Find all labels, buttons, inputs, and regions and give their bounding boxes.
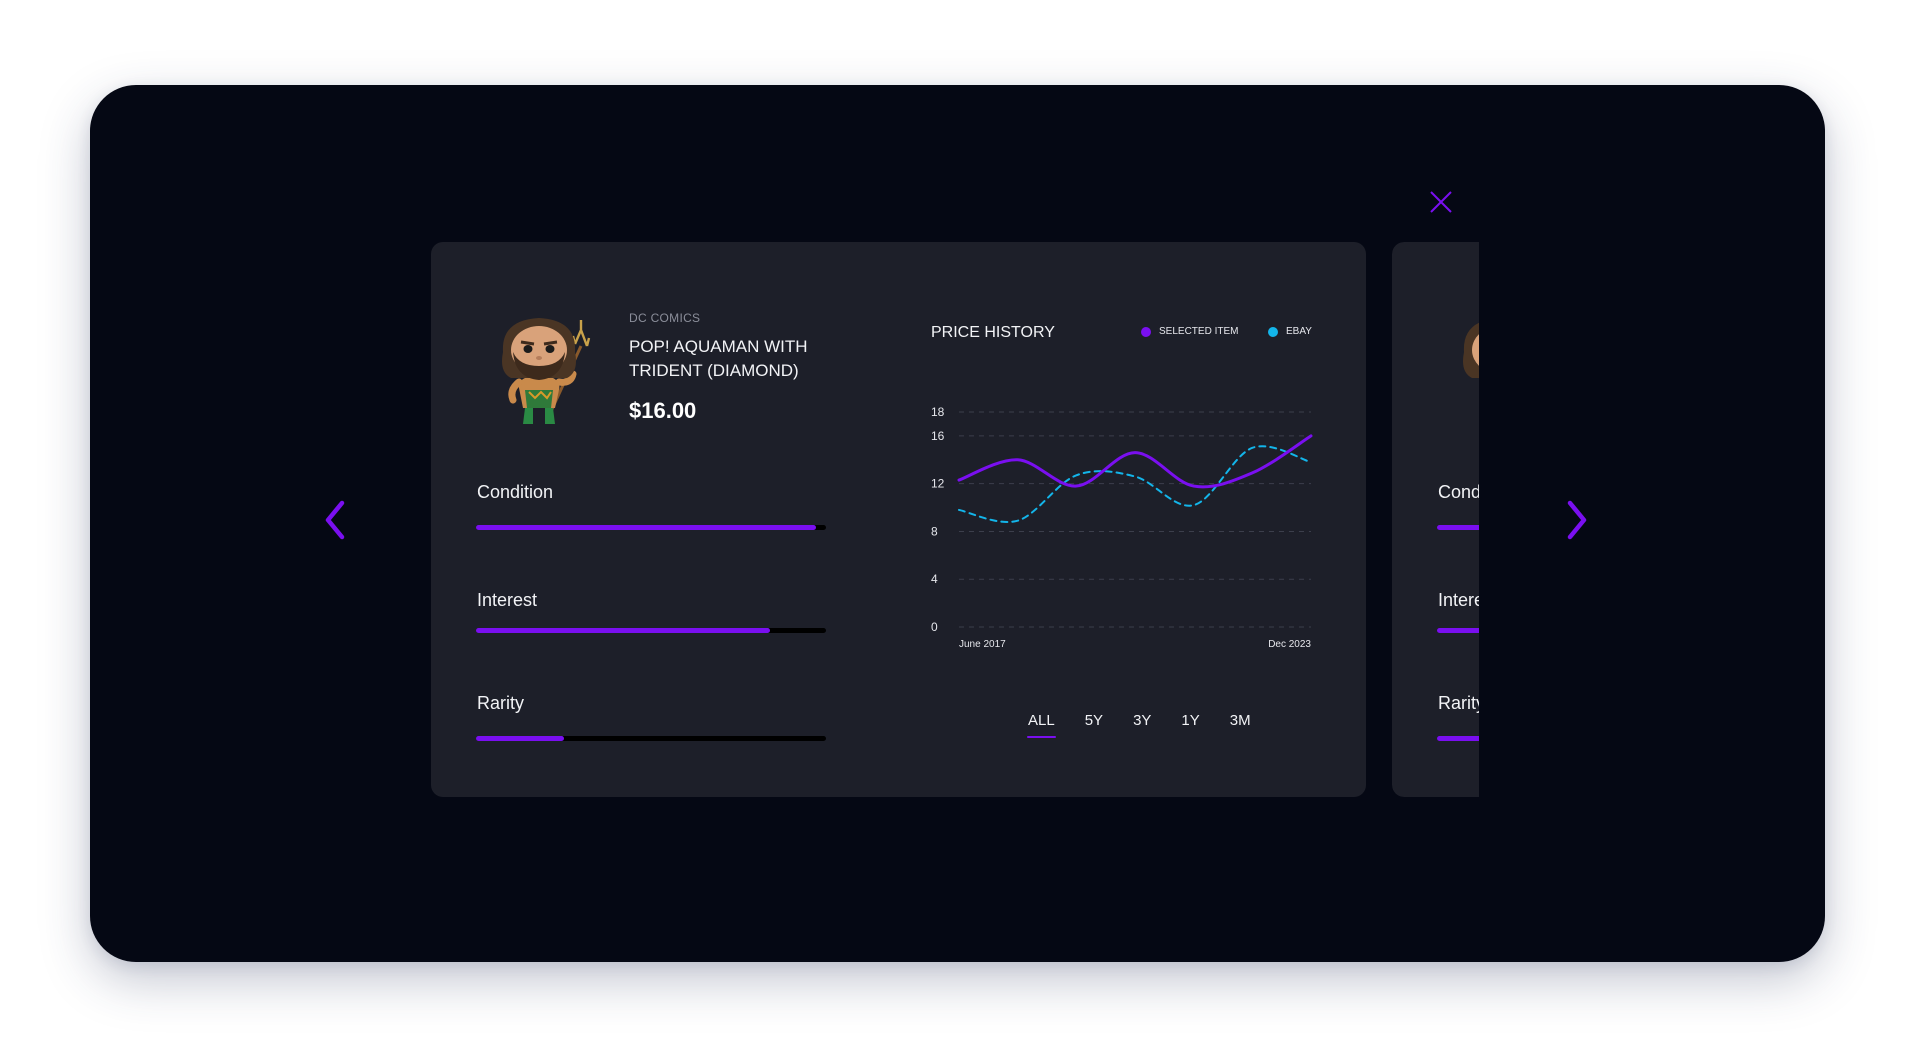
interest-bar-fill: [476, 628, 770, 633]
chevron-left-icon[interactable]: [320, 497, 350, 543]
series-line-selected-item: [957, 434, 1313, 489]
product-title: POP! AQUAMAN WITH TRIDENT (DIAMOND): [629, 337, 808, 380]
legend-label: EBAY: [1286, 326, 1312, 337]
next-rarity-bar: [1437, 736, 1479, 741]
price-history-chart: 18 16 12 8 4 0 June 2017 Dec 2023: [931, 405, 1313, 650]
legend-label: SELECTED ITEM: [1159, 326, 1239, 337]
range-tab-3m[interactable]: 3M: [1229, 712, 1251, 729]
y-tick-label: 0: [931, 620, 938, 634]
chart-title: PRICE HISTORY: [931, 324, 1055, 341]
condition-bar-fill: [476, 525, 816, 530]
brand-label: DC COMICS: [629, 311, 701, 325]
next-rarity-label: Rarity: [1438, 693, 1479, 713]
range-tab-1y[interactable]: 1Y: [1181, 712, 1200, 729]
next-card-body: Cond Intere Rarity: [1392, 242, 1479, 797]
next-item-card[interactable]: Cond Intere Rarity: [1392, 242, 1479, 797]
next-interest-bar: [1437, 628, 1479, 633]
interest-label: Interest: [477, 590, 538, 610]
next-interest-label: Intere: [1438, 590, 1479, 610]
next-condition-bar: [1437, 525, 1479, 530]
x-tick-label-end: Dec 2023: [1268, 639, 1311, 650]
close-icon[interactable]: [1428, 189, 1454, 215]
modal-backdrop: DC COMICS POP! AQUAMAN WITH TRIDENT (DIA…: [90, 85, 1825, 962]
condition-bar: [476, 525, 826, 530]
item-card: DC COMICS POP! AQUAMAN WITH TRIDENT (DIA…: [431, 242, 1366, 797]
interest-bar: [476, 628, 826, 633]
next-interest-fill: [1437, 628, 1479, 633]
legend-selected-item: SELECTED ITEM: [1141, 326, 1238, 337]
next-figure-image: [1463, 322, 1479, 378]
rarity-bar: [476, 736, 826, 741]
next-rarity-fill: [1437, 736, 1479, 741]
aquaman-figure-image: [502, 318, 591, 424]
range-tab-3y[interactable]: 3Y: [1133, 712, 1152, 729]
y-tick-label: 8: [931, 524, 938, 538]
series-line-ebay: [958, 445, 1312, 523]
legend-ebay: EBAY: [1268, 326, 1312, 337]
next-condition-label: Cond: [1438, 482, 1479, 502]
x-tick-label-start: June 2017: [959, 639, 1006, 650]
condition-label: Condition: [477, 482, 554, 502]
y-tick-label: 18: [931, 405, 945, 419]
range-tab-all[interactable]: ALL: [1027, 712, 1056, 738]
legend-dot: [1141, 326, 1151, 337]
y-tick-label: 4: [931, 572, 938, 586]
rarity-label: Rarity: [477, 693, 525, 713]
range-tab-5y[interactable]: 5Y: [1084, 712, 1104, 729]
legend-dot: [1268, 326, 1278, 337]
range-tabs: ALL 5Y 3Y 1Y 3M: [1027, 712, 1280, 738]
next-condition-fill: [1437, 525, 1479, 530]
price-label: $16.00: [629, 398, 697, 423]
chevron-right-icon[interactable]: [1562, 497, 1592, 543]
y-tick-label: 16: [931, 429, 945, 443]
rarity-bar-fill: [476, 736, 564, 741]
y-tick-label: 12: [931, 477, 945, 491]
